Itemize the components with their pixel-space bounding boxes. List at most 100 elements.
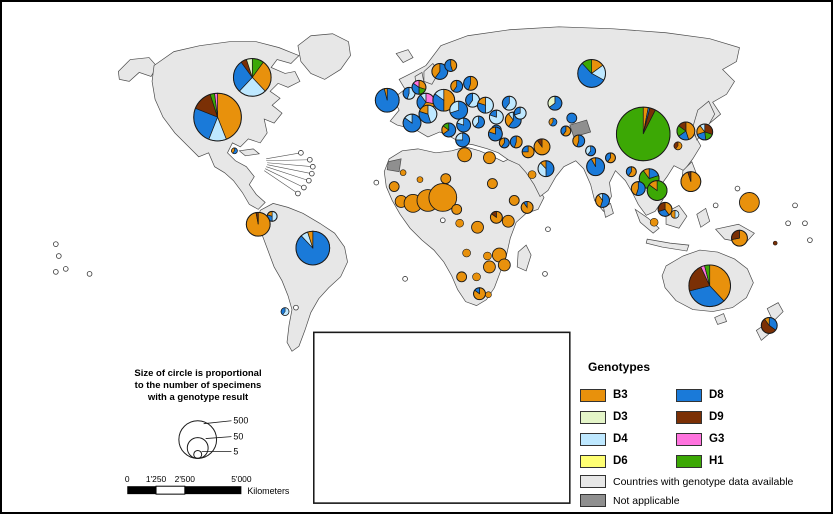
pie-outline xyxy=(444,59,458,72)
sulawesi xyxy=(696,207,711,228)
cuba xyxy=(238,148,261,157)
pie-chart xyxy=(431,63,449,80)
pie-slice-b3 xyxy=(649,218,659,227)
pie-outline xyxy=(688,264,732,308)
pie-outline xyxy=(245,211,271,237)
pie-chart xyxy=(295,230,331,266)
alaska xyxy=(117,57,158,82)
legend-swatch-not-applicable xyxy=(580,494,606,507)
pie-chart xyxy=(673,141,683,151)
pie-chart xyxy=(657,201,673,217)
pie-chart xyxy=(456,117,472,133)
pie-chart xyxy=(521,145,535,159)
pie-chart xyxy=(527,170,537,179)
pie-chart xyxy=(483,151,496,165)
legend-label-d6: D6 xyxy=(613,455,628,467)
pie-chart xyxy=(374,87,400,113)
java xyxy=(645,238,690,252)
size-label-5: 5 xyxy=(233,446,238,456)
pie-outline xyxy=(537,160,555,178)
pie-slice-b3 xyxy=(456,271,468,283)
legend-item-d8: D8 xyxy=(676,384,772,406)
pie-chart xyxy=(615,106,671,162)
pie-slice-b3 xyxy=(486,178,498,189)
pie-chart xyxy=(497,258,511,272)
size-legend-circles: 500 50 5 xyxy=(178,416,248,459)
empty-data-circle xyxy=(306,177,312,184)
pie-chart xyxy=(501,95,517,111)
pie-outline xyxy=(411,79,427,95)
legend-swatch-d9 xyxy=(676,410,702,424)
pie-slice-b3 xyxy=(451,203,463,215)
pie-slice-d8 xyxy=(566,112,578,124)
legend-item-b3: B3 xyxy=(580,384,676,406)
pie-chart xyxy=(402,113,422,133)
greenland xyxy=(297,33,351,80)
pie-chart xyxy=(231,147,238,155)
pie-slice-b3 xyxy=(497,258,511,272)
pie-outline xyxy=(498,137,510,149)
leader-line xyxy=(267,162,313,168)
pie-chart xyxy=(537,160,555,178)
pie-outline xyxy=(760,317,778,334)
pie-slice-b3 xyxy=(428,183,458,212)
legend-item-not-applicable: Not applicable xyxy=(580,491,831,510)
tasmania xyxy=(714,313,728,325)
legend-label-data-available: Countries with genotype data available xyxy=(613,475,794,488)
madagascar xyxy=(516,244,532,272)
pie-outline xyxy=(560,125,572,137)
leader-line xyxy=(266,159,310,162)
scale-tick-2500: 2'500 xyxy=(175,474,196,484)
pie-slice-b3 xyxy=(527,170,537,179)
pie-slice-b3 xyxy=(483,260,496,274)
pie-chart xyxy=(731,229,748,247)
iceland xyxy=(395,49,414,63)
legend-swatch-b3 xyxy=(580,388,606,402)
leader-lines-layer xyxy=(264,152,313,194)
legend-item-g3: G3 xyxy=(676,428,772,450)
pie-chart xyxy=(388,181,400,192)
pie-outline xyxy=(605,152,616,164)
pie-outline xyxy=(595,193,610,208)
pie-chart xyxy=(566,112,578,124)
pie-outline xyxy=(472,115,485,129)
empty-data-circle xyxy=(373,179,380,186)
genotype-legend: Genotypes B3 D3 D4 D6 D8 xyxy=(580,360,831,510)
empty-data-circle xyxy=(53,241,59,247)
pie-chart xyxy=(605,152,616,164)
scale-segment-2 xyxy=(155,485,186,495)
pie-chart xyxy=(489,210,503,224)
pie-chart xyxy=(485,291,492,298)
pie-chart xyxy=(473,287,486,301)
scale-tick-1250: 1'250 xyxy=(146,474,167,484)
pie-slice-b3 xyxy=(462,248,471,258)
empty-data-circle xyxy=(802,220,808,227)
pie-chart xyxy=(696,123,714,141)
pie-chart xyxy=(680,171,702,193)
pie-chart xyxy=(428,183,458,212)
pie-chart xyxy=(418,104,438,124)
pie-outline xyxy=(646,180,668,201)
empty-data-circle xyxy=(734,185,741,192)
empty-data-circle xyxy=(307,156,313,163)
empty-data-circle xyxy=(298,150,304,156)
empty-data-circle xyxy=(310,163,316,170)
legend-item-d6: D6 xyxy=(580,450,676,472)
scale-segment-1 xyxy=(127,486,157,495)
pie-outline xyxy=(487,126,503,142)
pie-slice-b3 xyxy=(739,192,760,213)
pie-chart xyxy=(670,210,680,219)
pie-chart xyxy=(455,218,464,228)
pie-slice-b3 xyxy=(416,176,424,183)
pie-chart xyxy=(688,264,732,308)
pie-outline xyxy=(572,134,586,148)
pie-chart xyxy=(760,317,778,334)
pie-chart xyxy=(585,145,597,157)
pie-outline xyxy=(477,96,494,114)
empty-data-circle xyxy=(86,271,93,277)
legend-item-d3: D3 xyxy=(580,406,676,428)
pie-chart xyxy=(463,75,479,91)
legend-swatch-d6 xyxy=(580,454,606,468)
pie-outline xyxy=(193,92,242,142)
